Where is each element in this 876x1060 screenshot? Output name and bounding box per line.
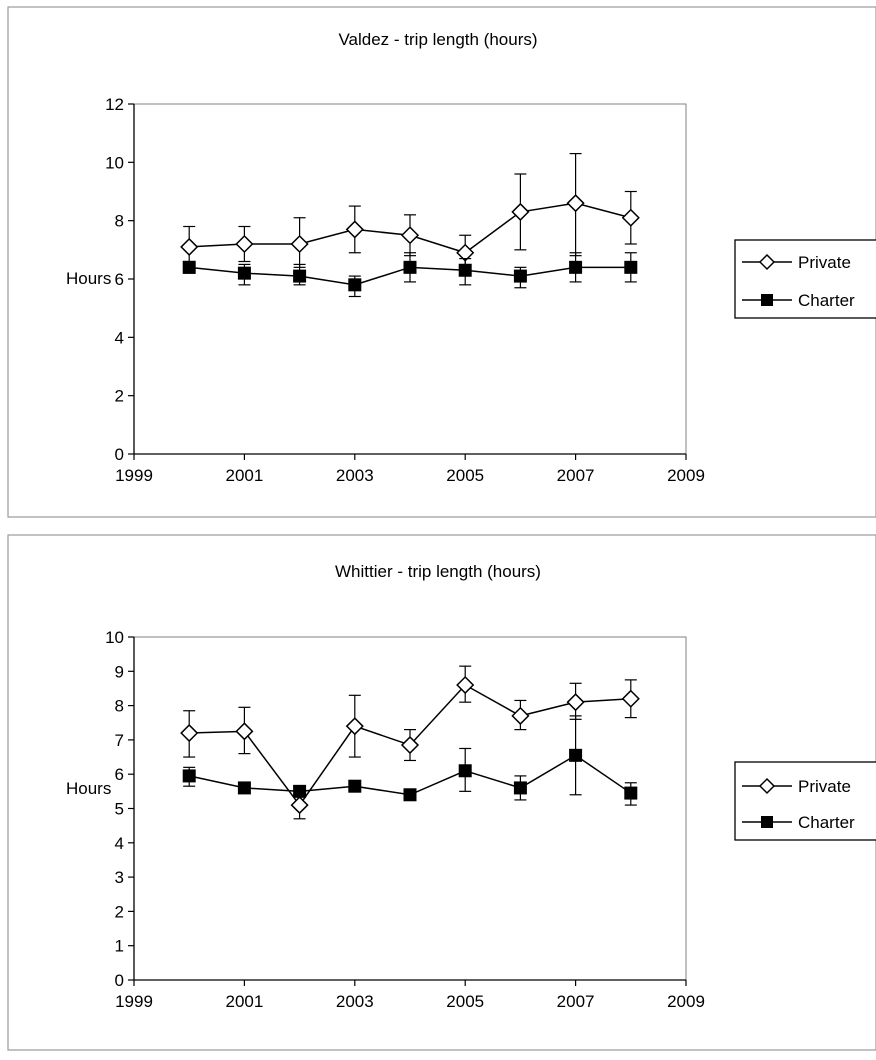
legend-marker-private: [758, 777, 776, 795]
legend-marker-private: [758, 253, 776, 271]
data-point-private: [180, 237, 199, 256]
x-tick-label: 2001: [225, 466, 263, 485]
legend-label-private: Private: [798, 777, 851, 796]
data-point-charter: [293, 269, 307, 283]
legend-entry-private: Private: [742, 253, 851, 272]
x-tick-label: 2003: [336, 466, 374, 485]
data-point-charter: [237, 266, 251, 280]
y-tick-label: 6: [115, 270, 124, 289]
y-tick-label: 6: [115, 765, 124, 784]
data-point-charter: [182, 769, 196, 783]
data-point-private: [456, 675, 475, 695]
x-tick-label: 2009: [667, 466, 705, 485]
x-tick-label: 2007: [557, 466, 595, 485]
chart-title: Whittier - trip length (hours): [335, 562, 541, 581]
y-tick-label: 4: [115, 834, 124, 853]
legend-marker-charter: [761, 816, 773, 828]
y-tick-label: 5: [115, 800, 124, 819]
data-point-private: [290, 796, 309, 815]
data-point-private: [180, 723, 199, 743]
legend-box: [734, 239, 876, 319]
data-point-private: [621, 208, 640, 227]
y-tick-label: 1: [115, 937, 124, 956]
data-point-charter: [182, 260, 196, 274]
data-point-charter: [348, 278, 362, 292]
y-tick-label: 8: [115, 212, 124, 231]
data-point-private: [290, 234, 309, 254]
data-point-charter: [458, 263, 472, 277]
chart-frame: [7, 6, 876, 518]
data-point-charter: [458, 764, 472, 778]
data-point-private: [400, 735, 420, 755]
x-tick-label: 1999: [115, 992, 153, 1011]
x-tick-label: 1999: [115, 466, 153, 485]
y-tick-label: 0: [115, 971, 124, 990]
legend-label-private: Private: [798, 253, 851, 272]
legend: Private Charter: [734, 239, 876, 319]
x-tick-label: 2005: [446, 466, 484, 485]
data-point-charter: [348, 779, 362, 793]
data-point-charter: [237, 781, 251, 795]
data-point-private: [235, 234, 254, 254]
y-tick-label: 3: [115, 868, 124, 887]
legend-label-charter: Charter: [798, 291, 855, 310]
data-point-private: [400, 226, 420, 245]
data-point-private: [345, 717, 364, 736]
y-tick-label: 2: [115, 387, 124, 406]
valdez-chart: Valdez - trip length (hours) Hours 0 2 4 6 8…: [7, 6, 876, 518]
x-tick-label: 2005: [446, 992, 484, 1011]
legend-entry-charter: Charter: [742, 291, 855, 310]
y-axis-label: Hours: [66, 779, 111, 798]
legend-marker-charter: [761, 294, 773, 306]
data-point-charter: [513, 269, 527, 283]
y-tick-label: 12: [105, 95, 124, 114]
data-point-private: [235, 722, 254, 741]
data-point-private: [511, 202, 530, 221]
legend-label-charter: Charter: [798, 813, 855, 832]
chart-title: Valdez - trip length (hours): [338, 30, 537, 49]
data-point-private: [621, 689, 640, 708]
data-point-private: [566, 194, 585, 213]
x-tick-label: 2009: [667, 992, 705, 1011]
data-point-charter: [403, 260, 417, 274]
x-tick-label: 2007: [557, 992, 595, 1011]
x-tick-label: 2001: [225, 992, 263, 1011]
plot-area: [133, 636, 687, 981]
data-point-charter: [624, 786, 638, 800]
y-axis-label: Hours: [66, 269, 111, 288]
legend-box: [734, 761, 876, 841]
y-tick-label: 0: [115, 445, 124, 464]
data-point-private: [566, 693, 585, 712]
chart-frame: [7, 534, 876, 1051]
y-tick-label: 10: [105, 628, 124, 647]
data-point-charter: [293, 784, 307, 798]
legend-entry-private: Private: [742, 777, 851, 796]
legend-entry-charter: Charter: [742, 813, 855, 832]
y-tick-label: 10: [105, 153, 124, 172]
legend: Private Charter: [734, 761, 876, 841]
data-point-charter: [513, 781, 527, 795]
data-point-charter: [569, 260, 583, 274]
y-tick-label: 8: [115, 697, 124, 716]
data-point-private: [511, 706, 530, 725]
whittier-chart: Whittier - trip length (hours) Hours 0 1 2…: [7, 534, 876, 1051]
y-tick-label: 4: [115, 328, 124, 347]
data-point-charter: [569, 748, 583, 762]
data-point-charter: [403, 788, 417, 802]
data-point-charter: [624, 260, 638, 274]
data-point-private: [345, 220, 364, 239]
y-tick-label: 2: [115, 902, 124, 921]
y-tick-label: 7: [115, 731, 124, 750]
y-tick-label: 9: [115, 662, 124, 681]
x-tick-label: 2003: [336, 992, 374, 1011]
